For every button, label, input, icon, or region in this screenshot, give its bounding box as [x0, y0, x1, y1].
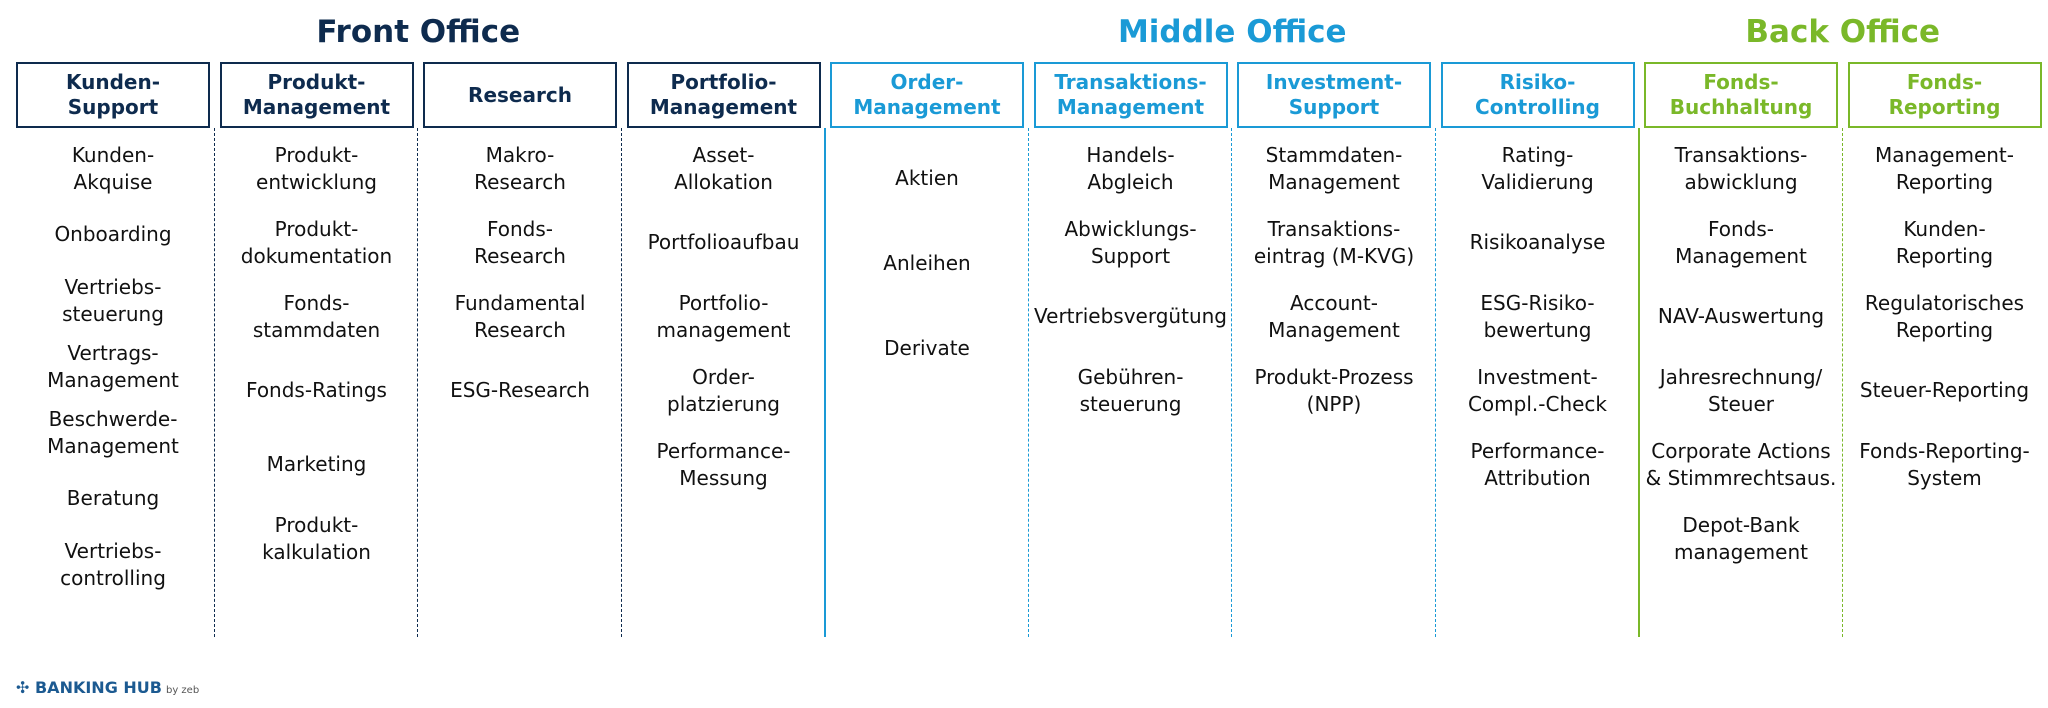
column-header: Order- Management: [830, 62, 1024, 128]
item: Kunden- Reporting: [1895, 217, 1994, 268]
item: Handels- Abgleich: [1086, 143, 1175, 194]
column-header: Transaktions- Management: [1033, 62, 1228, 128]
column-header: Research: [423, 62, 617, 128]
logo: ✣ BANKING HUB by zeb: [16, 678, 200, 697]
column: Risiko- Controlling Rating- Validierung Ri…: [1434, 62, 1635, 637]
item: Makro- Research: [474, 143, 566, 194]
item: Order- platzierung: [667, 365, 780, 416]
item: ESG-Research: [450, 378, 590, 402]
item: Aktien: [895, 166, 959, 190]
column: Investment- Support Stammdaten- Managemen…: [1231, 62, 1431, 637]
item: Performance- Messung: [656, 439, 791, 490]
item: Kunden- Akquise: [71, 143, 155, 194]
item: Gebühren- steuerung: [1077, 365, 1184, 416]
column-header: Portfolio- Management: [626, 62, 821, 128]
logo-brand: BANKING HUB: [34, 678, 162, 697]
item: Transaktions- abwicklung: [1674, 143, 1808, 194]
item: Performance- Attribution: [1470, 439, 1605, 490]
separator: [1434, 128, 1436, 637]
separator: [1841, 128, 1843, 637]
item: Abwicklungs- Support: [1064, 217, 1197, 268]
column: Fonds- Reporting Management- Reporting Kun…: [1841, 62, 2042, 637]
item: Vertriebs- steuerung: [62, 275, 164, 326]
item: Produkt- entwicklung: [256, 143, 377, 194]
item: Fonds- stammdaten: [252, 291, 381, 342]
item: Fonds- Research: [474, 217, 566, 268]
item: Produkt-Prozess (NPP): [1254, 365, 1414, 416]
item: Risikoanalyse: [1469, 230, 1606, 254]
item: Asset- Allokation: [674, 143, 773, 194]
item: Marketing: [266, 452, 367, 476]
item: Beratung: [66, 486, 160, 510]
item: Jahresrechnung/ Steuer: [1659, 365, 1823, 416]
item: Stammdaten- Management: [1265, 143, 1403, 194]
column: Research Makro- Research Fonds- Research Fu…: [417, 62, 617, 637]
separator: [1027, 128, 1029, 637]
item: Depot-Bank management: [1674, 513, 1808, 564]
item: Portfolioaufbau: [647, 230, 800, 254]
item: ESG-Risiko- bewertung: [1480, 291, 1595, 342]
item: NAV-Auswertung: [1657, 304, 1825, 328]
separator: [1638, 128, 1640, 637]
column-header: Kunden- Support: [16, 62, 210, 128]
item: Fonds- Management: [1675, 217, 1807, 268]
item: Fonds-Reporting- System: [1859, 439, 2030, 490]
item: Corporate Actions & Stimmrechtsaus.: [1645, 439, 1837, 490]
group-title: Middle Office: [1117, 14, 1347, 50]
item: Rating- Validierung: [1481, 143, 1594, 194]
item: Management- Reporting: [1875, 143, 2014, 194]
separator: [620, 128, 622, 637]
column: Fonds- Buchhaltung Transaktions- abwicklu…: [1638, 62, 1838, 637]
separator: [417, 128, 418, 637]
item: Portfolio- management: [656, 291, 791, 342]
item: Onboarding: [54, 222, 172, 246]
item: Produkt- dokumentation: [240, 217, 393, 268]
column: Order- Management Aktien Anleihen Derivate: [824, 62, 1024, 637]
item: Investment- Compl.-Check: [1467, 365, 1608, 416]
logo-by: by zeb: [165, 685, 200, 696]
separator: [824, 128, 826, 637]
group-title: Front Office: [316, 14, 521, 50]
item: Fundamental Research: [454, 291, 586, 342]
item: Anleihen: [883, 251, 971, 275]
item: Account- Management: [1268, 291, 1400, 342]
column: Produkt- Management Produkt- entwicklung P…: [213, 62, 414, 637]
item: Vertrags- Management: [47, 341, 179, 392]
column: Kunden- Support Kunden- Akquise Onboarding…: [16, 62, 210, 637]
group-title: Back Office: [1745, 14, 1941, 50]
column-header: Investment- Support: [1237, 62, 1431, 128]
item: Vertriebsvergütung: [1034, 304, 1227, 328]
item: Vertriebs- controlling: [60, 539, 166, 590]
column: Transaktions- Management Handels- Abgleic…: [1027, 62, 1228, 637]
column: Portfolio- Management Asset- Allokation Po…: [620, 62, 821, 637]
item: Transaktions- eintrag (M-KVG): [1253, 217, 1415, 268]
separator: [1231, 128, 1232, 637]
item: Derivate: [884, 336, 970, 360]
column-header: Fonds- Reporting: [1847, 62, 2042, 128]
column-header: Risiko- Controlling: [1440, 62, 1635, 128]
separator: [213, 128, 215, 637]
item: Produkt- kalkulation: [262, 513, 371, 564]
item: Regulatorisches Reporting: [1864, 291, 2025, 342]
item: Fonds-Ratings: [246, 378, 387, 402]
item: Beschwerde- Management: [47, 407, 179, 458]
item: Steuer-Reporting: [1859, 378, 2030, 402]
column-header: Produkt- Management: [219, 62, 414, 128]
column-header: Fonds- Buchhaltung: [1644, 62, 1838, 128]
